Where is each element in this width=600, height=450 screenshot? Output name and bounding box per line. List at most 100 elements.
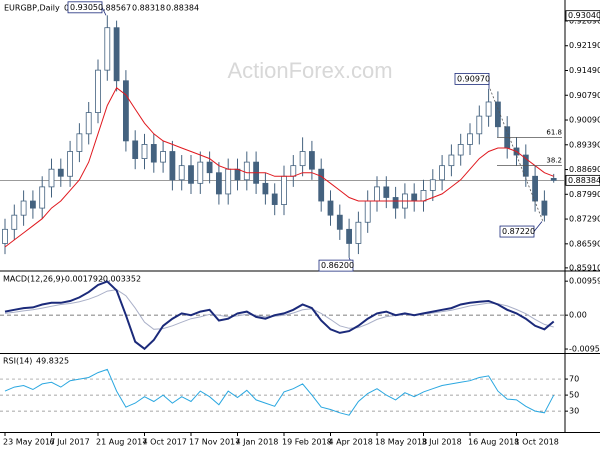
candle-body xyxy=(550,178,557,181)
x-tick-label: 4 Apr 2018 xyxy=(329,438,373,447)
x-tick-label: 17 Nov 2017 xyxy=(189,438,240,447)
candle-body xyxy=(383,186,390,198)
candle-body xyxy=(141,144,148,159)
fib-label: 61.8 xyxy=(546,128,562,136)
annotation-box xyxy=(318,259,354,272)
annotation-connector xyxy=(533,221,543,232)
candle-body xyxy=(11,214,18,230)
candle-body xyxy=(374,186,380,202)
candle-body xyxy=(429,179,436,191)
moving-average xyxy=(4,87,554,248)
x-tick-label: 16 Aug 2018 xyxy=(468,438,519,447)
candle-body xyxy=(225,168,232,195)
candle-body xyxy=(355,221,362,244)
candle-body xyxy=(281,175,287,205)
candle-body xyxy=(346,228,353,244)
watermark: ActionForex.com xyxy=(227,58,392,83)
x-tick-label: 6 Jul 2017 xyxy=(50,438,90,447)
candle-body xyxy=(234,168,241,181)
macd-title: MACD(12,26,9) xyxy=(3,275,64,284)
y-tick-label: 0.91490 xyxy=(569,66,600,75)
x-tick-label: 1 Oct 2018 xyxy=(515,438,559,447)
x-tick-label: 19 Feb 2018 xyxy=(282,438,332,447)
macd-signal-value: -0.003352 xyxy=(100,275,141,284)
candle-body xyxy=(448,154,455,167)
y-tick-label: 0.00 xyxy=(569,311,587,320)
candle-body xyxy=(57,168,64,177)
candle-body xyxy=(178,165,185,181)
candle-body xyxy=(160,151,167,163)
candle-body xyxy=(188,165,194,184)
annotation-box xyxy=(67,1,103,14)
candle-body xyxy=(39,186,46,209)
annotation-box xyxy=(454,72,490,85)
y-tick-label: 70 xyxy=(569,375,579,384)
rsi-title: RSI(14) xyxy=(3,357,32,366)
candle-body xyxy=(318,168,325,202)
candle-body xyxy=(150,144,157,163)
macd-main-value: -0.001792 xyxy=(62,275,103,284)
header-close: 0.88384 xyxy=(166,4,199,13)
candle-body xyxy=(299,151,306,167)
candle-body xyxy=(411,193,418,202)
fib-label: 38.2 xyxy=(546,157,562,165)
annotation-label: 0.87220 xyxy=(502,227,535,236)
candle-body xyxy=(29,200,36,209)
candle-body xyxy=(85,112,92,135)
candle-body xyxy=(169,151,176,181)
candle-body xyxy=(2,228,8,244)
candle-body xyxy=(215,172,222,195)
header-high: 0.88567 xyxy=(98,4,131,13)
y-tick-label: 0.90090 xyxy=(569,116,600,125)
annotation-box xyxy=(499,225,535,238)
candle-body xyxy=(271,193,278,205)
candle-body xyxy=(243,161,250,181)
candle-body xyxy=(364,200,371,223)
macd-signal xyxy=(4,289,554,330)
candle-body xyxy=(485,101,492,117)
candle-body xyxy=(67,151,73,177)
x-tick-label: 23 May 2017 xyxy=(3,438,55,447)
chart-title: EURGBP,Daily xyxy=(4,4,60,13)
y-tick-label: 0.87290 xyxy=(569,215,600,224)
candle-body xyxy=(20,200,27,216)
macd-main xyxy=(4,280,555,351)
current-price-box xyxy=(565,174,600,186)
candle-body xyxy=(290,165,297,177)
candle-body xyxy=(541,200,548,216)
candle-body xyxy=(476,115,483,135)
candle-body xyxy=(76,133,83,152)
candle-body xyxy=(327,200,334,216)
price-box-label: 0.93040 xyxy=(568,11,600,20)
candle-body xyxy=(420,190,427,202)
rsi-value: 49.8325 xyxy=(36,357,69,366)
price-box xyxy=(565,10,600,22)
y-tick-label: 0.90790 xyxy=(569,91,600,100)
candle-body xyxy=(336,214,343,230)
candle-body xyxy=(457,144,464,156)
candle-body xyxy=(262,182,269,195)
y-tick-label: 50 xyxy=(569,391,579,400)
x-tick-label: 4 Oct 2017 xyxy=(143,438,187,447)
x-tick-label: 21 Aug 2017 xyxy=(96,438,147,447)
header-low: 0.88318 xyxy=(132,4,165,13)
candle-body xyxy=(392,197,399,209)
candle-body xyxy=(48,168,55,188)
candle-body xyxy=(308,151,315,170)
y-tick-label: 30 xyxy=(569,407,579,416)
candle-body xyxy=(494,101,501,128)
y-tick-label: 0.89390 xyxy=(569,140,600,149)
candle-body xyxy=(123,80,129,142)
x-tick-label: 3 Jul 2018 xyxy=(422,438,462,447)
candle-body xyxy=(132,140,139,159)
candle-body xyxy=(206,161,213,174)
annotation-connector xyxy=(101,7,107,16)
x-tick-label: 4 Jan 2018 xyxy=(236,438,279,447)
annotation-label: 0.86200 xyxy=(321,261,354,270)
candle-body xyxy=(197,161,204,184)
annotation-label: 0.90970 xyxy=(457,74,490,83)
y-tick-label: 0.009593 xyxy=(569,277,600,286)
y-tick-label: 0.85910 xyxy=(569,263,600,272)
y-tick-label: 0.92190 xyxy=(569,41,600,50)
